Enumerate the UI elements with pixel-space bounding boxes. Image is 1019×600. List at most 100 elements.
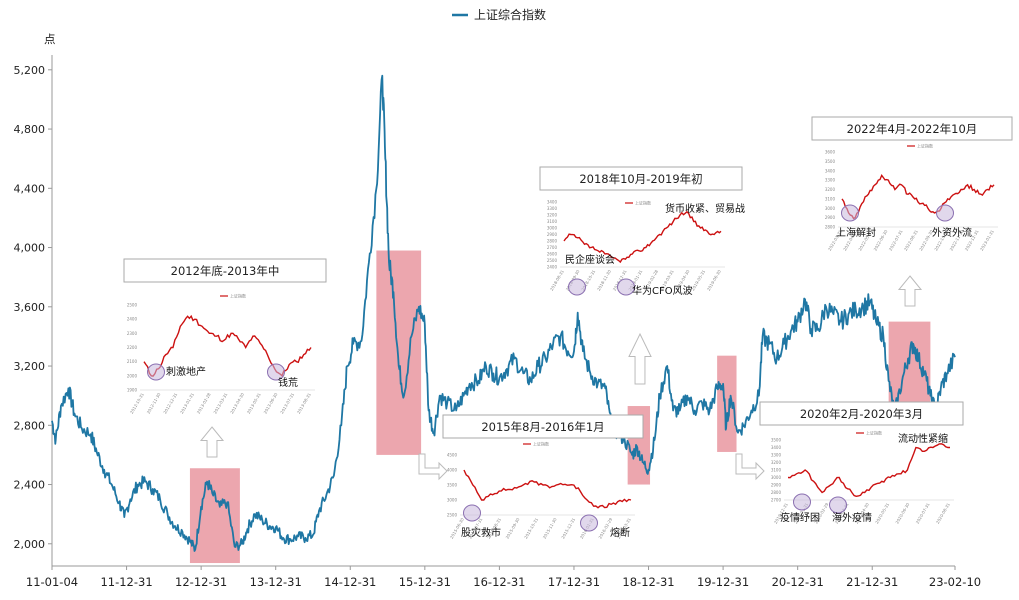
up-arrow — [628, 332, 652, 385]
mini-y-tick: 3200 — [547, 213, 558, 218]
y-axis: 2,000 2,400 2,800 3,200 3,600 4,000 4,400 4,800… — [14, 64, 52, 551]
y-tick-label: 4,000 — [14, 242, 46, 255]
mini-y-tick: 3000 — [771, 475, 782, 480]
mini-y-tick: 2300 — [127, 331, 138, 336]
mini-y-tick: 3200 — [825, 187, 836, 192]
event-marker — [463, 504, 481, 522]
event-label: 刺激地产 — [166, 365, 206, 378]
x-tick-label: 11-12-31 — [100, 575, 152, 589]
mini-y-tick: 3100 — [825, 196, 836, 201]
mini-x-tick: 2015-11-30 — [542, 517, 558, 540]
mini-y-tick: 3100 — [771, 468, 782, 473]
mini-x-tick: 2013-03-31 — [212, 392, 228, 415]
annotation-insets: 2012年底-2013年中上证指数25002400230022002100200… — [123, 116, 1013, 540]
mini-series-path — [463, 469, 632, 509]
annotation-inset: 2018年10月-2019年初上证指数340033003200310030002… — [539, 166, 745, 297]
mini-x-tick: 2015-10-31 — [523, 517, 539, 540]
mini-y-tick: 2200 — [127, 345, 138, 350]
mini-y-tick: 3300 — [547, 206, 558, 211]
mini-y-tick: 2500 — [447, 513, 458, 518]
mini-x-tick: 2015-12-31 — [560, 517, 576, 540]
event-marker — [147, 363, 165, 381]
annotation-caption-box — [811, 116, 1013, 141]
x-tick-label: 12-12-31 — [175, 575, 227, 589]
highlight-region — [376, 250, 422, 455]
highlight-region — [717, 355, 737, 452]
highlight-region — [189, 468, 240, 564]
mini-y-tick: 3300 — [825, 178, 836, 183]
mini-y-tick: 3500 — [825, 159, 836, 164]
annotation-arrows — [199, 275, 923, 481]
mini-x-tick: 2013-06-30 — [263, 392, 279, 415]
mini-y-tick: 3300 — [771, 453, 782, 458]
y-axis-unit: 点 — [44, 32, 56, 46]
mini-legend-label: 上证指数 — [533, 441, 549, 447]
annotation-caption: 2020年2月-2020年3月 — [800, 407, 923, 421]
mini-x-tick: 2013-05-31 — [246, 392, 262, 415]
x-tick-label: 13-12-31 — [250, 575, 302, 589]
y-tick-label: 5,200 — [14, 64, 46, 77]
mini-y-tick: 3100 — [547, 219, 558, 224]
mini-y-tick: 3400 — [547, 200, 558, 205]
mini-x-tick: 2018-08-31 — [549, 269, 565, 292]
mini-y-tick: 3500 — [447, 483, 458, 488]
y-tick-label: 3,200 — [14, 360, 46, 373]
mini-y-tick: 3400 — [825, 168, 836, 173]
mini-x-tick: 2020-06-30 — [894, 502, 910, 525]
up-arrow — [199, 426, 225, 458]
event-marker — [580, 514, 598, 532]
mini-y-tick: 2800 — [547, 239, 558, 244]
event-label: 熔断 — [610, 526, 630, 539]
mini-x-tick: 2013-01-31 — [179, 392, 195, 415]
mini-y-tick: 2800 — [825, 225, 836, 230]
mini-x-tick: 2022-08-31 — [903, 229, 919, 252]
mini-y-tick: 2700 — [771, 498, 782, 503]
x-axis: 11-01-04 11-12-31 12-12-31 13-12-31 14-12-31… — [26, 55, 981, 589]
x-tick-label: 19-12-31 — [697, 575, 749, 589]
event-marker — [841, 204, 859, 222]
annotation-caption: 2022年4月-2022年10月 — [847, 122, 978, 136]
event-marker — [793, 493, 811, 511]
mini-x-tick: 2023-01-31 — [979, 229, 995, 252]
series-line — [51, 74, 956, 552]
mini-y-tick: 2600 — [547, 252, 558, 257]
mini-legend-label: 上证指数 — [866, 430, 882, 436]
event-label: 上海解封 — [836, 226, 876, 239]
mini-x-tick: 2015-09-30 — [505, 517, 521, 540]
mini-x-tick: 2013-07-31 — [279, 392, 295, 415]
mini-y-tick: 2800 — [771, 490, 782, 495]
mini-x-tick: 2013-08-31 — [296, 392, 312, 415]
mini-x-tick: 2020-07-31 — [915, 502, 931, 525]
mini-y-tick: 3200 — [771, 460, 782, 465]
event-label: 华为CFO风波 — [632, 284, 693, 297]
event-label: 货币收紧、贸易战 — [665, 202, 745, 215]
y-tick-label: 4,400 — [14, 182, 46, 195]
event-label: 民企座谈会 — [565, 253, 615, 266]
highlight-regions — [189, 250, 931, 564]
mini-x-tick: 2022-07-31 — [888, 229, 904, 252]
event-label: 股灾救市 — [461, 526, 501, 539]
event-marker — [568, 278, 586, 296]
mini-y-tick: 2900 — [771, 483, 782, 488]
mini-x-tick: 2018-11-30 — [596, 269, 612, 292]
mini-legend-label: 上证指数 — [230, 293, 246, 299]
mini-x-tick: 2020-05-31 — [874, 502, 890, 525]
mini-legend-label: 上证指数 — [917, 143, 933, 149]
mini-y-tick: 2700 — [547, 245, 558, 250]
mini-y-tick: 4000 — [447, 468, 458, 473]
y-tick-label: 2,400 — [14, 479, 46, 492]
x-tick-label: 11-01-04 — [26, 575, 78, 589]
mini-y-tick: 3400 — [771, 445, 782, 450]
mini-y-tick: 2400 — [547, 265, 558, 270]
mini-y-tick: 2900 — [825, 215, 836, 220]
mini-y-tick: 2000 — [127, 373, 138, 378]
mini-x-tick: 2012-12-31 — [162, 392, 178, 415]
y-tick-label: 3,600 — [14, 301, 46, 314]
x-tick-label: 14-12-31 — [324, 575, 376, 589]
legend-label: 上证综合指数 — [474, 7, 546, 22]
event-marker — [829, 496, 847, 514]
